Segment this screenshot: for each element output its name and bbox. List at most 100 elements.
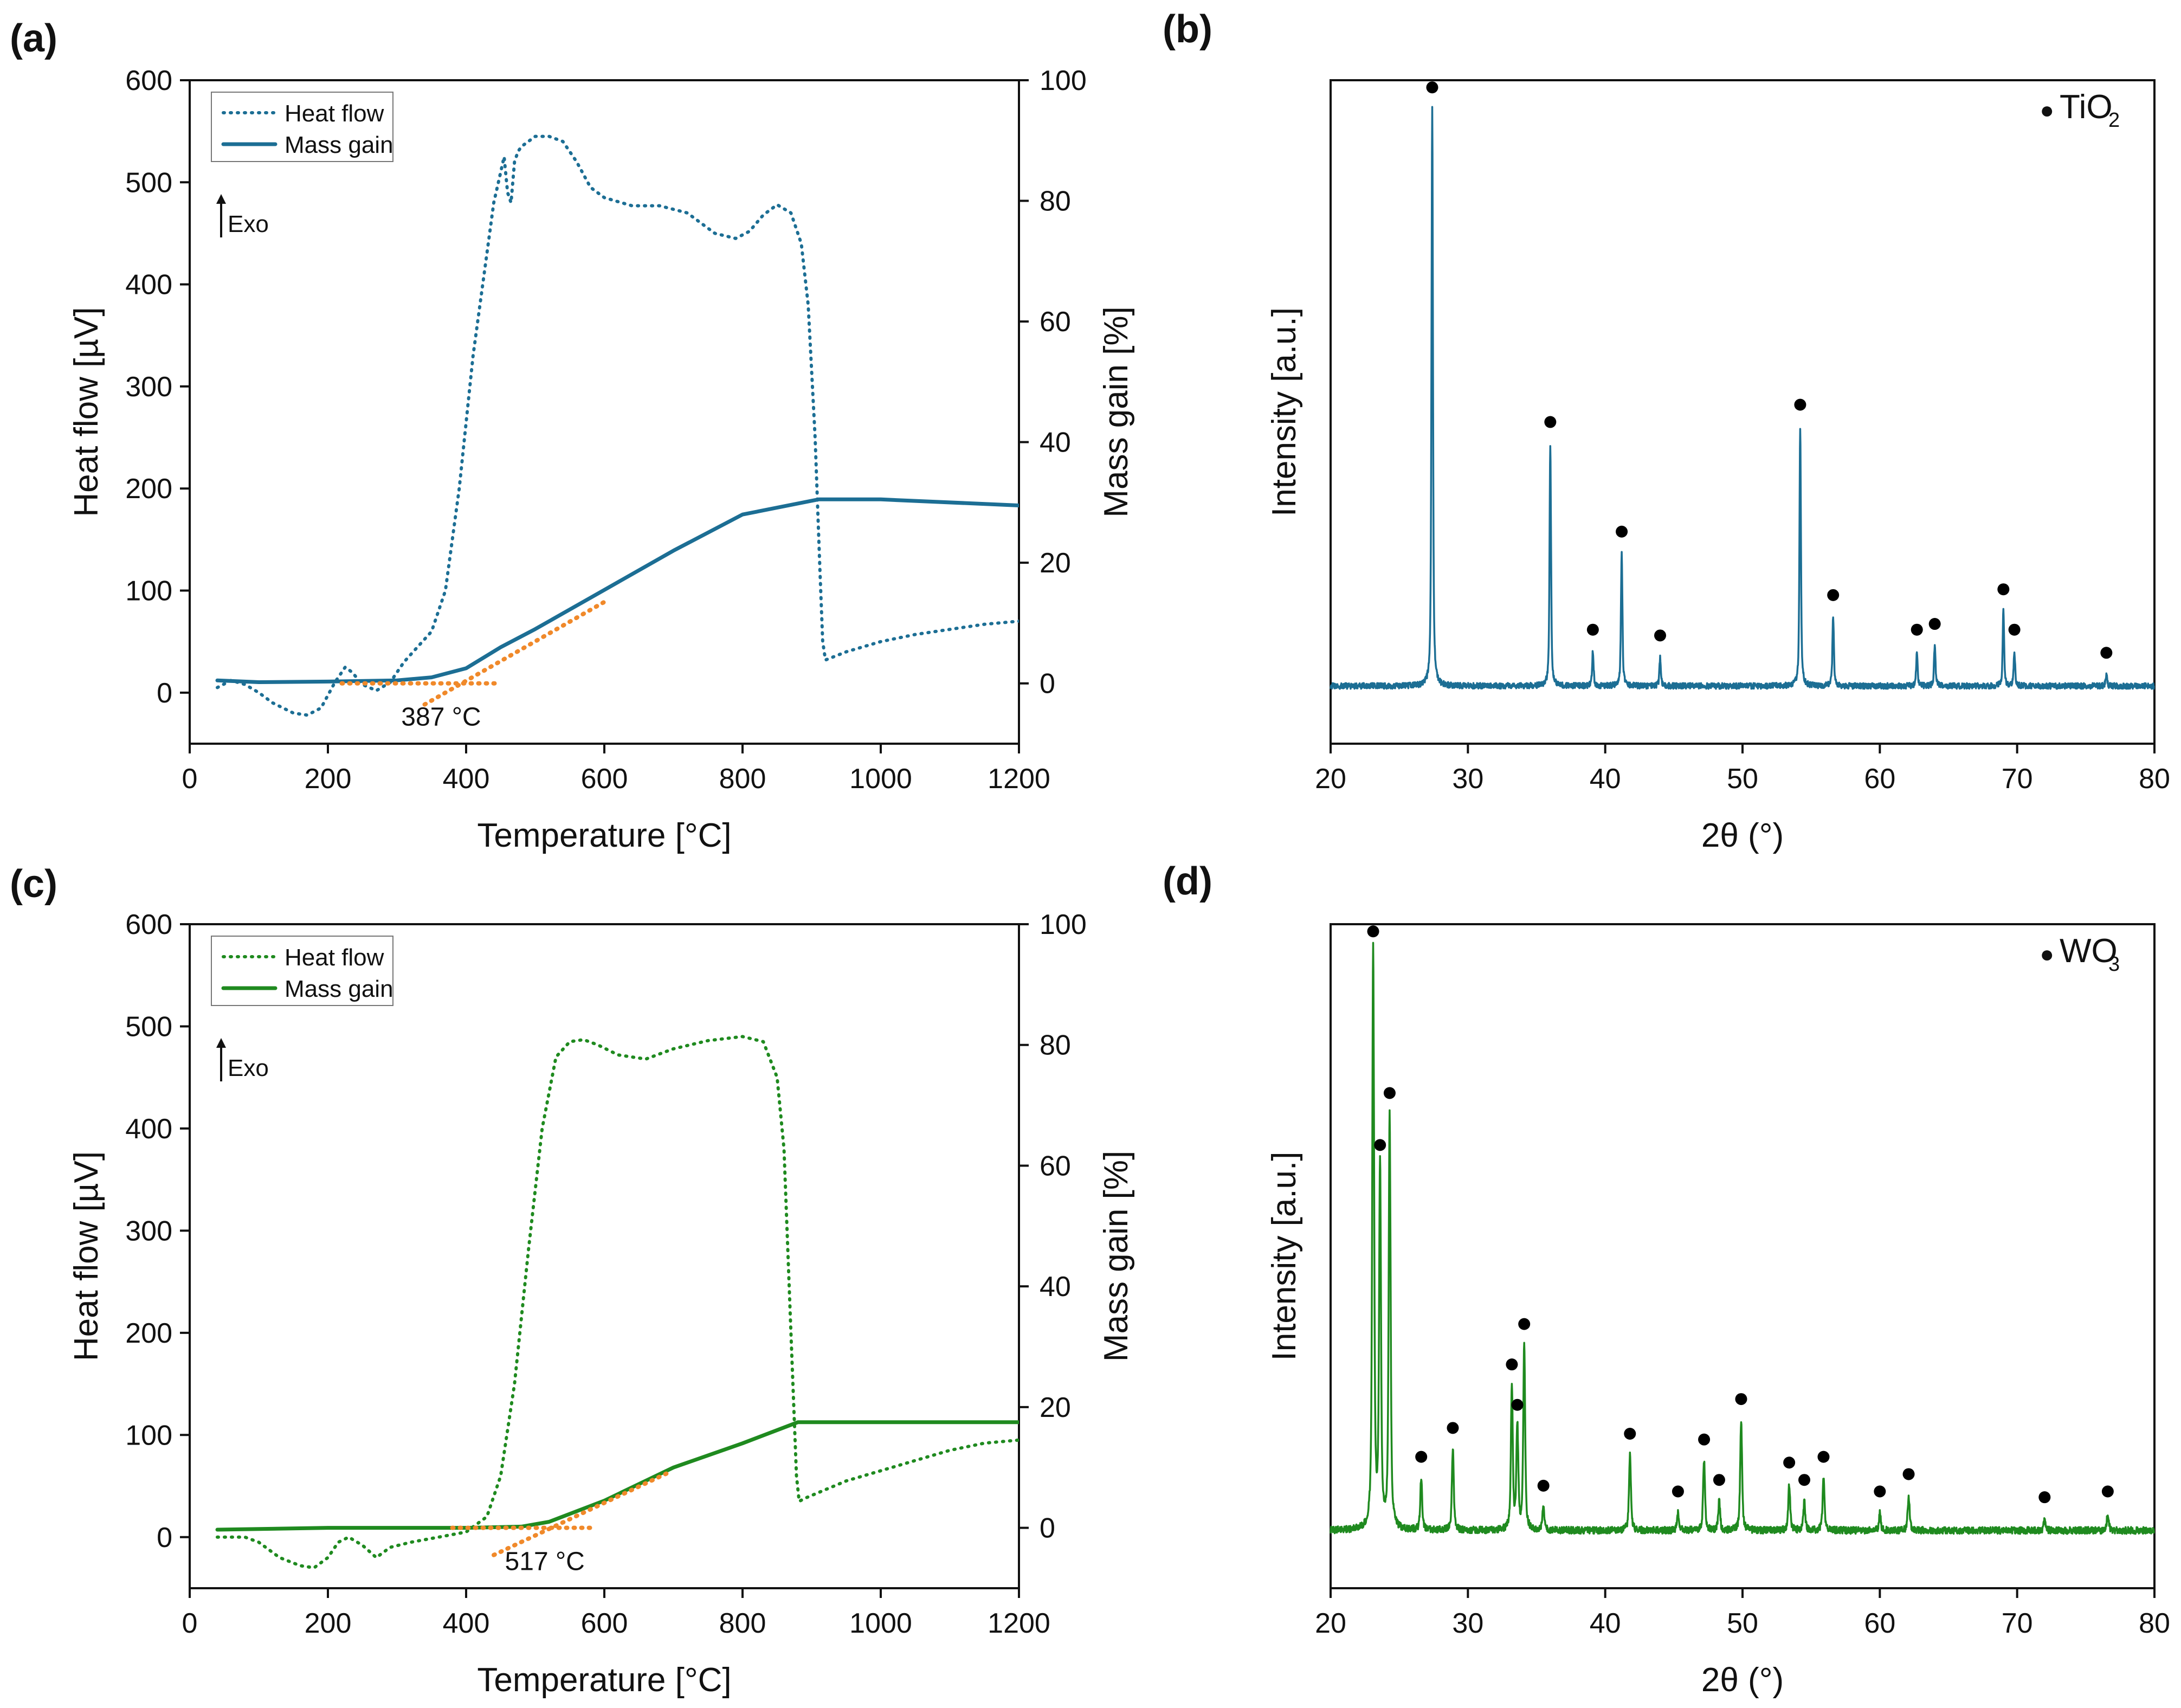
x-tick-label: 0 [182,763,198,795]
exo-arrow-head [216,194,226,204]
onset-annotation: 387 °C [401,703,481,732]
peak-marker [1447,1422,1459,1434]
y2-tick-label: 100 [1040,65,1087,96]
mass-gain-line [215,497,1019,684]
legend-label: Heat flow [285,944,384,971]
panel-tag-a: (a) [10,17,57,60]
peak-marker [1544,416,1557,428]
x-tick-label: 800 [719,1608,766,1639]
plot-b: 20 30 40 50 60 70 80 2θ (°) Intensity [a.u.] ● TiO… [1266,79,2170,854]
legend-phase-label: WO [2060,932,2118,970]
x-tick-label: 60 [1864,1608,1895,1639]
legend-box [211,936,393,1006]
y-tick-label: 100 [125,1420,172,1451]
peak-marker [2101,1485,2114,1498]
x-axis-title: 2θ (°) [1701,1661,1784,1699]
peak-marker [1902,1468,1915,1480]
legend-phase-subscript: 2 [2108,109,2120,132]
x-tick-label: 70 [2002,1608,2033,1639]
onset-annotation: 517 °C [505,1548,585,1576]
peak-marker [1997,583,2010,596]
peak-marker [1827,589,1840,601]
plot-frame [189,79,1020,745]
y2-tick-label: 40 [1040,427,1071,459]
peak-marker [2100,647,2113,659]
peak-marker [1511,1398,1524,1411]
x-tick-label: 1000 [849,1608,912,1639]
peak-marker [1928,618,1941,630]
y-tick-label: 600 [125,909,172,940]
plot-d: 20 30 40 50 60 70 80 2θ (°) Intensity [a.u.] ● WO3 [1266,923,2170,1699]
exo-label: Exo [228,1055,269,1081]
y-tick-label: 500 [125,1011,172,1042]
x-tick-label: 30 [1452,763,1483,795]
y-tick-label: 400 [125,269,172,301]
y2-tick-label: 20 [1040,547,1071,579]
x-tick-label: 600 [581,763,628,795]
y2-tick-label: 60 [1040,1150,1071,1182]
peak-marker [1616,525,1628,538]
peak-marker [1374,1139,1386,1151]
peak-marker [2008,623,2021,636]
peak-marker [1783,1456,1796,1469]
x-tick-label: 20 [1315,1608,1346,1639]
peak-marker [1735,1393,1747,1406]
panel-b: (b) 20 30 40 50 60 70 80 2θ (°) Intensity [a.u.]… [1163,8,2170,854]
x-tick-label: 400 [443,763,490,795]
y-tick-label: 300 [125,371,172,403]
panel-tag-c: (c) [10,862,57,906]
peak-marker [1586,623,1599,636]
x-tick-label: 200 [305,763,352,795]
x-tick-label: 0 [182,1608,198,1639]
y2-tick-label: 0 [1040,1513,1055,1544]
peak-marker [1874,1485,1886,1498]
x-axis-title: 2θ (°) [1701,817,1784,854]
peak-marker [1426,81,1438,94]
y2-tick-label: 0 [1040,668,1055,700]
peak-marker [2038,1491,2051,1504]
x-tick-label: 800 [719,763,766,795]
peak-marker [1367,925,1379,938]
y-tick-label: 300 [125,1215,172,1247]
peak-marker [1794,398,1806,411]
plot-frame [189,923,1020,1589]
y2-axis-title: Mass gain [%] [1098,1151,1135,1362]
y-tick-label: 400 [125,1113,172,1145]
exo-arrow-head [216,1038,226,1048]
legend-label: Mass gain [285,132,393,158]
y2-tick-label: 100 [1040,909,1087,940]
peak-marker [1672,1485,1684,1498]
peak-marker [1415,1451,1428,1463]
y2-tick-label: 40 [1040,1271,1071,1303]
peak-marker [1624,1428,1636,1440]
x-tick-label: 1000 [849,763,912,795]
peak-marker [1698,1433,1711,1446]
y-tick-label: 0 [157,678,172,709]
peak-marker [1383,1087,1396,1099]
x-axis-title: Temperature [°C] [477,1661,731,1699]
legend-marker: ● [2040,941,2054,968]
x-tick-label: 40 [1590,1608,1621,1639]
series-group [215,134,1019,717]
legend-label: Heat flow [285,100,384,127]
y-axis-title: Intensity [a.u.] [1266,307,1303,517]
heat-flow-line [216,134,1019,717]
y2-axis-title: Mass gain [%] [1098,306,1135,517]
peak-marker [1506,1358,1518,1371]
diffractogram-line [1330,106,2155,690]
y-tick-label: 0 [157,1522,172,1554]
y-tick-label: 100 [125,576,172,607]
panel-tag-d: (d) [1163,860,1212,903]
x-tick-label: 70 [2002,763,2033,795]
legend-box [211,92,393,162]
x-tick-label: 50 [1727,1608,1758,1639]
x-tick-label: 80 [2139,763,2170,795]
y-tick-label: 500 [125,167,172,198]
series-group [215,1035,1019,1570]
peak-marker [1911,623,1923,636]
